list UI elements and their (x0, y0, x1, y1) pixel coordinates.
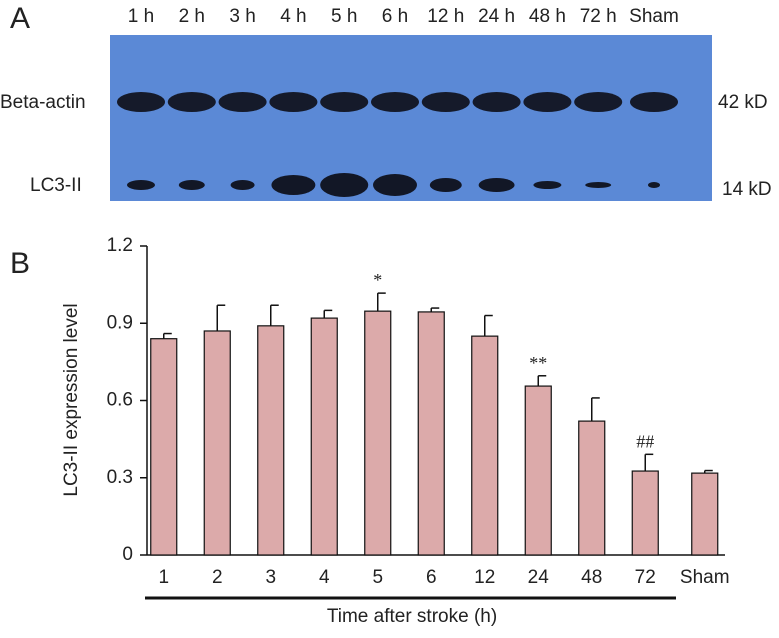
y-tick-label: 0.3 (107, 467, 133, 488)
band (523, 92, 572, 112)
bar (578, 420, 606, 556)
band (478, 178, 515, 192)
bar (417, 311, 445, 556)
lane-label: 2 h (179, 6, 205, 27)
bar (524, 385, 552, 556)
lane-label: 5 h (331, 6, 357, 27)
band (371, 92, 419, 112)
band (648, 182, 660, 188)
lane-label: 24 h (478, 6, 515, 27)
band (167, 92, 216, 112)
band (218, 92, 267, 112)
band (271, 175, 316, 195)
band (373, 174, 417, 196)
lane-label: 4 h (280, 6, 306, 27)
x-tick-label: 1 (158, 567, 169, 588)
band (585, 182, 612, 188)
x-tick-label: 5 (372, 567, 383, 588)
x-tick-label: 12 (474, 567, 495, 588)
band (178, 180, 205, 190)
band (269, 92, 318, 112)
band (574, 92, 623, 112)
x-tick-label: 72 (635, 567, 656, 588)
band (117, 92, 165, 112)
band (421, 92, 470, 112)
lane-label: 6 h (382, 6, 408, 27)
x-tick-label: 6 (426, 567, 437, 588)
blot-membrane (110, 35, 712, 201)
band (630, 92, 678, 112)
band-size: 14 kD (722, 179, 772, 200)
x-axis-title: Time after stroke (h) (327, 606, 497, 627)
lane-label: 12 h (427, 6, 464, 27)
band (230, 180, 255, 190)
panel-label: B (10, 247, 30, 280)
significance-label: ## (636, 431, 654, 451)
x-tick-label: 48 (581, 567, 602, 588)
band (429, 178, 462, 192)
x-tick-label: 24 (528, 567, 550, 588)
x-tick-label: 3 (265, 567, 276, 588)
x-tick-label: 2 (212, 567, 223, 588)
bar (631, 470, 659, 556)
bar (203, 330, 231, 556)
y-axis-title: LC3-II expression level (61, 303, 82, 496)
band (320, 173, 369, 197)
y-tick-label: 1.2 (107, 235, 133, 256)
band (320, 92, 369, 112)
significance-label: ** (529, 353, 547, 373)
band (127, 180, 155, 190)
lane-label: Sham (629, 6, 679, 27)
band-name: LC3-II (30, 175, 82, 196)
y-tick-label: 0.9 (107, 312, 133, 333)
band-name: Beta-actin (0, 92, 86, 113)
band (533, 181, 562, 189)
lane-label: 48 h (529, 6, 566, 27)
x-tick-label: Sham (680, 567, 730, 588)
band (472, 92, 521, 112)
bar (150, 338, 178, 556)
bar (691, 472, 719, 556)
bar (257, 325, 285, 556)
band-size: 42 kD (718, 92, 768, 113)
x-tick-label: 4 (319, 567, 330, 588)
y-tick-label: 0.6 (107, 390, 133, 411)
bar (471, 335, 499, 556)
bar (364, 310, 392, 556)
lane-label: 1 h (128, 6, 154, 27)
y-tick-label: 0 (122, 544, 133, 565)
significance-label: * (373, 270, 382, 290)
bar (310, 317, 338, 556)
lane-label: 3 h (229, 6, 255, 27)
panel-label: A (10, 2, 30, 35)
lane-label: 72 h (580, 6, 617, 27)
